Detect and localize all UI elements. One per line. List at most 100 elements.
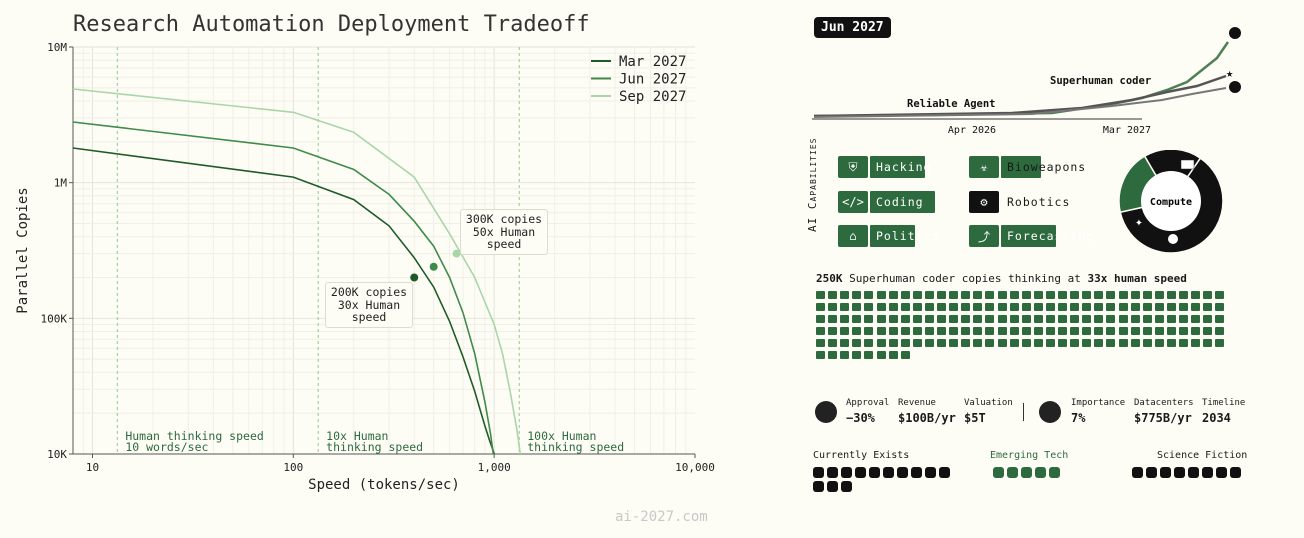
x-tick-label: 100 <box>283 461 303 474</box>
copy-square <box>864 327 874 335</box>
copy-square <box>900 339 910 347</box>
copy-square <box>876 351 886 359</box>
copy-square <box>1215 327 1225 335</box>
tech-dot <box>827 467 838 478</box>
copy-square <box>1118 339 1128 347</box>
copy-square <box>1191 315 1201 323</box>
tech-dot <box>1021 467 1032 478</box>
copy-square <box>1154 315 1164 323</box>
copy-square <box>1094 291 1104 299</box>
tech-dot <box>911 467 922 478</box>
copy-square <box>985 339 995 347</box>
globe-icon <box>1039 401 1061 423</box>
copy-square <box>840 327 850 335</box>
copy-square <box>1179 339 1188 347</box>
copy-square <box>816 291 825 299</box>
tech-dot <box>1132 467 1143 478</box>
robot-icon: ⚙ <box>969 191 999 213</box>
stat-label: Revenue <box>898 398 936 408</box>
y-tick-label: 10K <box>47 448 67 461</box>
copy-square <box>1215 315 1225 323</box>
copy-square <box>1191 327 1201 335</box>
copy-square <box>1179 303 1188 311</box>
capability-level-bar <box>870 225 915 247</box>
compute-label: Compute <box>1150 197 1192 208</box>
copy-square <box>840 339 850 347</box>
copy-square <box>924 291 934 299</box>
copy-square <box>1009 339 1019 347</box>
copy-square <box>912 291 922 299</box>
copy-square <box>864 351 874 359</box>
copy-square <box>900 351 910 359</box>
copy-square <box>900 303 910 311</box>
data-point <box>429 262 438 271</box>
legend-label: Sep 2027 <box>619 89 686 105</box>
annotation-mar: 200K copies 30x Human speed <box>325 282 413 328</box>
copy-square <box>1009 291 1019 299</box>
copy-square <box>997 291 1007 299</box>
stat-value: 2034 <box>1202 411 1231 425</box>
copy-square <box>876 315 886 323</box>
copy-square <box>1082 315 1092 323</box>
copy-square <box>973 327 983 335</box>
copy-square <box>1094 303 1104 311</box>
compute-donut: Compute ✦ <box>1118 150 1224 254</box>
copy-square <box>1082 291 1092 299</box>
copy-square <box>1021 327 1031 335</box>
tech-dot <box>841 467 852 478</box>
copy-square <box>1215 339 1225 347</box>
copy-square <box>949 339 959 347</box>
tech-dot <box>1049 467 1060 478</box>
biohazard-icon: ☣ <box>969 156 999 178</box>
copy-square <box>1179 291 1188 299</box>
copy-square <box>949 303 959 311</box>
main-chart: 10 100 1,000 10,000 10K 100K 1M 10M Speed (token… <box>15 41 715 493</box>
copy-square <box>949 291 959 299</box>
copy-square <box>1215 291 1225 299</box>
copy-square <box>1009 315 1019 323</box>
copy-square <box>924 339 934 347</box>
copy-square <box>1082 339 1092 347</box>
copy-square <box>1130 315 1140 323</box>
copy-square <box>985 291 995 299</box>
shield-icon: ⛨ <box>838 156 868 178</box>
date-badge: Jun 2027 <box>814 17 891 38</box>
reference-label: Human thinking speed <box>125 429 263 443</box>
copy-square <box>1106 339 1116 347</box>
copy-square <box>1118 315 1128 323</box>
copy-square <box>973 291 983 299</box>
legend-label: Jun 2027 <box>619 72 686 88</box>
copy-square <box>1166 315 1176 323</box>
copy-square <box>1130 291 1140 299</box>
copy-square <box>1033 291 1043 299</box>
copy-square <box>1166 291 1176 299</box>
copy-square <box>937 303 946 311</box>
capabilities-title: AI Capabilities <box>806 137 819 232</box>
tech-dot <box>1146 467 1157 478</box>
copy-square <box>961 291 971 299</box>
copy-square <box>1009 327 1019 335</box>
copy-square <box>937 327 946 335</box>
copy-square <box>973 303 983 311</box>
bank-icon: ⌂ <box>838 225 868 247</box>
tech-dot <box>869 467 880 478</box>
copy-square <box>888 315 898 323</box>
star-icon: ✦ <box>1135 215 1143 230</box>
copy-square <box>864 303 874 311</box>
copy-square <box>1130 339 1140 347</box>
stat-value: 7% <box>1071 411 1086 425</box>
tech-dot <box>1007 467 1018 478</box>
copy-square <box>1082 327 1092 335</box>
timeline-line-tertiary <box>813 87 1227 118</box>
copy-square <box>937 315 946 323</box>
copy-square <box>1021 291 1031 299</box>
tech-dot <box>1188 467 1199 478</box>
copy-square <box>1082 303 1092 311</box>
tech-dot <box>925 467 936 478</box>
copy-square <box>1021 303 1031 311</box>
stats-divider <box>1023 403 1024 421</box>
copy-square <box>1045 315 1055 323</box>
copy-square <box>973 315 983 323</box>
tech-dot <box>1174 467 1185 478</box>
trend-icon: ⤴ <box>969 225 999 247</box>
